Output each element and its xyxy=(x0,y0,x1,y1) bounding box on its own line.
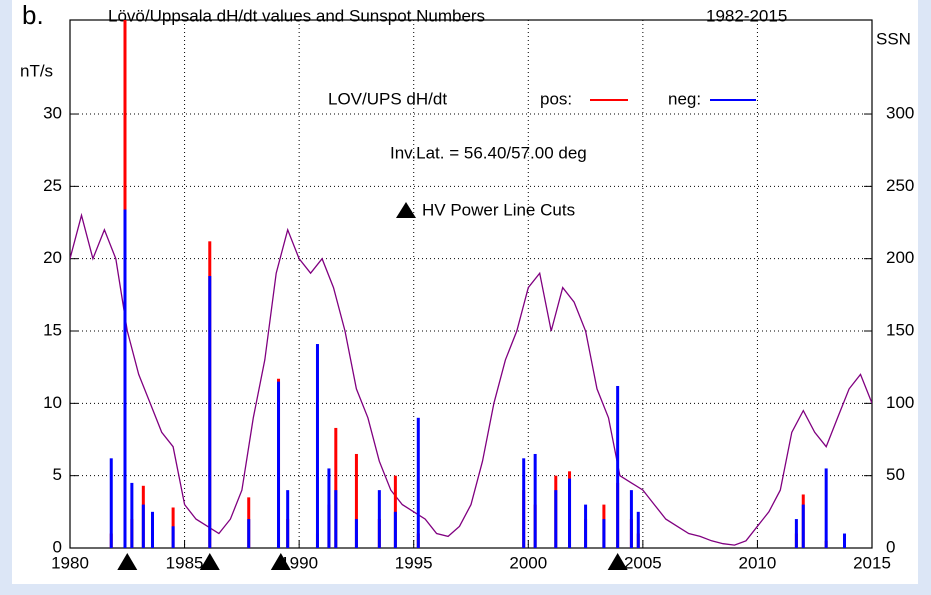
bar xyxy=(109,458,113,548)
y-tick-label: 15 xyxy=(43,320,62,339)
ssn-line xyxy=(70,212,872,546)
power-cut-marker xyxy=(270,553,291,570)
y-tick-label: 30 xyxy=(43,104,62,123)
chart-title: Lövö/Uppsala dH/dt values and Sunspot Nu… xyxy=(108,6,485,25)
y2-tick-label: 300 xyxy=(886,104,914,123)
bar xyxy=(208,276,212,548)
y-tick-label: 20 xyxy=(43,248,62,267)
bar xyxy=(801,504,805,548)
bar xyxy=(334,490,338,548)
plot-frame xyxy=(69,19,873,549)
legend-label: neg: xyxy=(668,89,701,108)
y-tick-label: 5 xyxy=(53,465,62,484)
bar xyxy=(334,427,338,548)
y-tick-label: 25 xyxy=(43,176,62,195)
x-tick-label: 1990 xyxy=(280,553,318,572)
bar xyxy=(629,490,633,548)
panel-label: b. xyxy=(22,0,44,30)
bar xyxy=(584,504,588,548)
y2-tick-label: 50 xyxy=(886,465,905,484)
bar xyxy=(393,511,397,548)
bar xyxy=(616,385,620,548)
legend-label: pos: xyxy=(540,89,572,108)
bar xyxy=(636,511,640,548)
y-tick-label: 0 xyxy=(53,537,62,556)
cuts-label: HV Power Line Cuts xyxy=(422,200,575,219)
bar xyxy=(843,533,847,548)
bar xyxy=(315,344,319,548)
bar xyxy=(533,453,537,548)
y2-tick-label: 150 xyxy=(886,320,914,339)
bar xyxy=(568,478,572,548)
bar xyxy=(171,526,175,548)
x-tick-label: 1985 xyxy=(166,553,204,572)
bar xyxy=(354,519,358,548)
bar xyxy=(522,458,526,548)
chart-background xyxy=(12,0,918,584)
bar xyxy=(377,490,381,548)
x-tick-label: 2010 xyxy=(739,553,777,572)
bar xyxy=(416,417,420,548)
bar xyxy=(327,468,331,548)
x-tick-label: 1980 xyxy=(51,553,89,572)
y-tick-label: 10 xyxy=(43,393,62,412)
power-cut-marker xyxy=(117,553,138,570)
y2-axis-label: SSN xyxy=(876,29,911,48)
bar xyxy=(123,209,127,548)
bar xyxy=(824,468,828,548)
x-tick-label: 2000 xyxy=(509,553,547,572)
y2-tick-label: 200 xyxy=(886,248,914,267)
bar xyxy=(794,519,798,548)
bar xyxy=(247,519,251,548)
annotation: Inv.Lat. = 56.40/57.00 deg xyxy=(390,143,587,162)
x-tick-label: 2005 xyxy=(624,553,662,572)
power-cut-marker xyxy=(607,553,628,570)
plot-data xyxy=(70,20,872,548)
x-tick-label: 1995 xyxy=(395,553,433,572)
period: 1982-2015 xyxy=(706,6,787,25)
bar xyxy=(602,519,606,548)
x-tick-label: 2015 xyxy=(853,553,891,572)
legend-title: LOV/UPS dH/dt xyxy=(328,89,447,108)
y-axis-label: nT/s xyxy=(20,61,53,80)
bar xyxy=(130,482,134,548)
power-cut-marker xyxy=(199,553,220,570)
bar xyxy=(277,381,281,548)
bar xyxy=(554,490,558,548)
bar xyxy=(150,511,154,548)
bar xyxy=(354,453,358,548)
y2-tick-label: 0 xyxy=(886,537,895,556)
y2-tick-label: 250 xyxy=(886,176,914,195)
bar xyxy=(286,490,290,548)
y2-tick-label: 100 xyxy=(886,393,914,412)
bar xyxy=(141,504,145,548)
cuts-legend-icon xyxy=(396,202,416,218)
